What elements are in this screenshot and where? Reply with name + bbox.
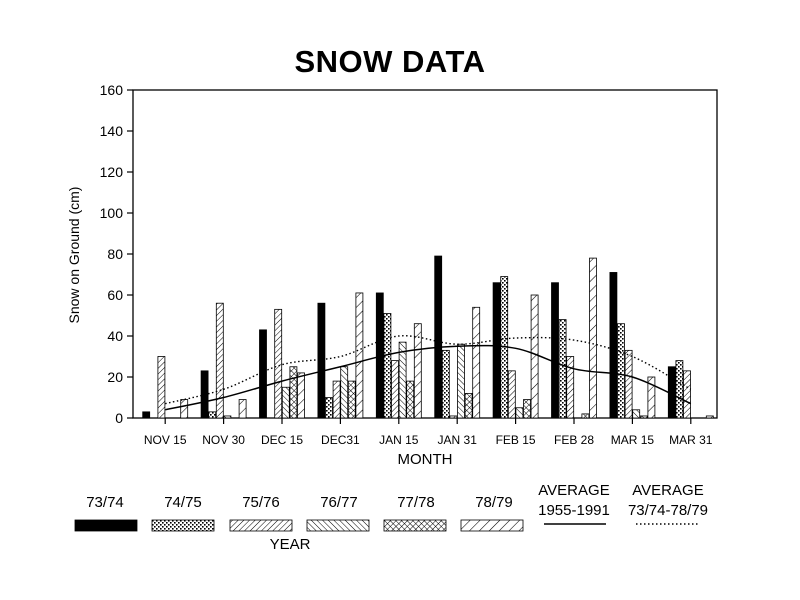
bar-75-76 [566, 356, 575, 419]
bar-78-79 [589, 257, 597, 419]
axes: 0 20 40 60 80 100 120 140 160 NOV 15 NOV 30 DEC 15 D… [100, 82, 718, 447]
legend-swatch-74-75 [151, 519, 215, 532]
x-axis-label: MONTH [397, 451, 453, 468]
legend-label-74-75: 74/75 [164, 494, 202, 511]
bar-77-78 [581, 413, 590, 419]
bar-74-75 [558, 319, 567, 419]
bar-78-79 [297, 372, 305, 419]
bar-73-74 [551, 282, 559, 419]
legend-title: YEAR [269, 536, 311, 553]
legend-label-average-1955-1991-line2: 1955-1991 [538, 502, 610, 519]
bar-73-74 [492, 282, 501, 419]
bar-73-74 [259, 329, 267, 419]
bar-75-76 [215, 302, 224, 419]
y-tick-label: 60 [107, 287, 123, 303]
bar-78-79 [472, 306, 481, 419]
bar-77-78 [639, 415, 648, 419]
legend-label-76-77: 76/77 [320, 494, 358, 511]
x-tick-label: JAN 15 [379, 433, 419, 447]
average-lines [165, 335, 692, 411]
bar-73-74 [142, 411, 151, 419]
x-tick-label: FEB 28 [554, 433, 594, 447]
x-tick-label: DEC31 [321, 433, 360, 447]
bar-76-77 [398, 341, 407, 419]
legend-label-77-78: 77/78 [397, 494, 435, 511]
bar-74-75 [675, 360, 684, 419]
bar-76-77 [223, 415, 232, 419]
average-73-79-line [165, 335, 692, 405]
bar-78-79 [238, 399, 247, 419]
bar-77-78 [523, 399, 531, 419]
bar-77-78 [289, 366, 298, 419]
bar-74-75 [441, 349, 450, 419]
bar-75-76 [683, 370, 691, 419]
x-tick-label: MAR 15 [611, 433, 655, 447]
x-tick-label: JAN 31 [438, 433, 478, 447]
bar-75-76 [332, 380, 341, 419]
bar-77-78 [347, 380, 356, 419]
bar-76-77 [632, 409, 641, 419]
x-tick-label: MAR 31 [669, 433, 713, 447]
legend-swatch-75-76 [229, 519, 293, 532]
x-tick-label: FEB 15 [496, 433, 536, 447]
legend-label-average-1955-1991-line1: AVERAGE [538, 482, 610, 499]
y-tick-label: 40 [107, 328, 123, 344]
bar-75-76 [449, 415, 458, 419]
y-tick-label: 80 [107, 246, 123, 262]
x-tick-label: NOV 15 [144, 433, 187, 447]
y-tick-label: 160 [100, 82, 124, 98]
average-1955-1991-line [165, 344, 692, 411]
bar-76-77 [457, 343, 465, 419]
legend-label-average-73-79-line1: AVERAGE [632, 482, 704, 499]
bar-76-77 [515, 407, 524, 419]
bar-78-79 [413, 323, 422, 419]
bar-75-76 [624, 349, 633, 419]
y-tick-label: 120 [100, 164, 124, 180]
bar-74-75 [383, 313, 392, 419]
bar-78-79 [647, 376, 656, 419]
bars [142, 255, 714, 419]
bar-78-79 [180, 399, 189, 419]
y-tick-label: 0 [115, 410, 123, 426]
legend-swatch-76-77 [306, 519, 370, 532]
bar-76-77 [281, 386, 290, 419]
bar-73-74 [317, 302, 326, 419]
legend-swatch-78-79 [460, 519, 524, 532]
y-axis-label-wrap: Snow on Ground (cm) [66, 187, 84, 324]
legend-label-average-73-79-line2: 73/74-78/79 [627, 502, 709, 519]
y-tick-label: 100 [100, 205, 124, 221]
legend-label-78-79: 78/79 [475, 494, 513, 511]
bar-77-78 [406, 380, 415, 419]
x-tick-label: DEC 15 [261, 433, 303, 447]
bar-78-79 [355, 292, 364, 419]
bar-73-74 [434, 255, 443, 419]
legend-label-73-74: 73/74 [86, 494, 124, 511]
y-tick-label: 140 [100, 123, 124, 139]
legend-swatches [74, 519, 700, 532]
y-tick-label: 20 [107, 369, 123, 385]
chart-title: SNOW DATA [294, 44, 486, 79]
bar-78-79 [705, 415, 714, 419]
bar-73-74 [609, 272, 618, 419]
legend-swatch-73-74 [74, 519, 138, 532]
legend-label-75-76: 75/76 [242, 494, 280, 511]
bar-74-75 [325, 397, 333, 419]
legend-swatch-77-78 [383, 519, 447, 532]
bar-75-76 [507, 370, 516, 419]
bar-77-78 [464, 392, 473, 419]
bar-75-76 [391, 360, 399, 419]
y-axis-label: Snow on Ground (cm) [66, 186, 82, 324]
x-tick-label: NOV 30 [202, 433, 245, 447]
bar-74-75 [617, 323, 625, 419]
bar-76-77 [340, 366, 349, 419]
bar-74-75 [208, 411, 217, 419]
bar-75-76 [274, 308, 283, 419]
bar-75-76 [157, 356, 166, 419]
bar-78-79 [530, 294, 539, 419]
